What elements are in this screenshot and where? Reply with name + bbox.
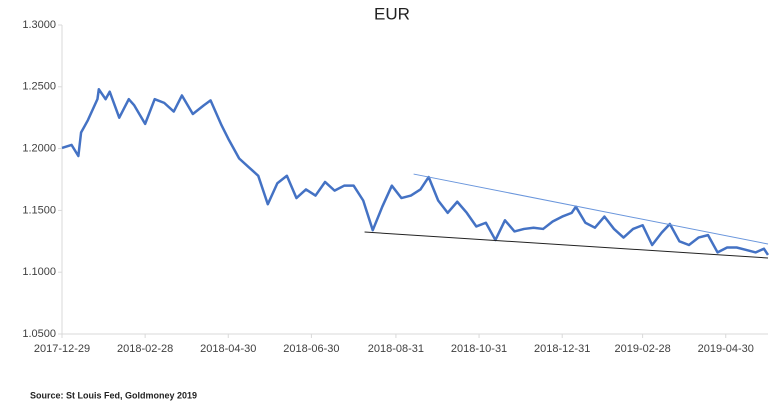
x-tick-label: 2018-02-28 — [117, 343, 173, 355]
x-tick-label: 2017-12-29 — [34, 343, 90, 355]
y-tick-label: 1.1000 — [22, 266, 56, 278]
x-tick-label: 2019-04-30 — [698, 343, 754, 355]
x-tick-label: 2019-02-28 — [614, 343, 670, 355]
source-note: Source: St Louis Fed, Goldmoney 2019 — [30, 390, 197, 400]
x-tick-label: 2018-12-31 — [534, 343, 590, 355]
y-tick-label: 1.2500 — [22, 81, 56, 93]
y-tick-label: 1.1500 — [22, 204, 56, 216]
y-tick-label: 1.2000 — [22, 143, 56, 155]
y-tick-label: 1.3000 — [22, 19, 56, 31]
trend-line — [364, 231, 769, 259]
y-tick-label: 1.0500 — [22, 328, 56, 340]
x-tick-label: 2018-06-30 — [283, 343, 339, 355]
x-tick-label: 2018-08-31 — [368, 343, 424, 355]
data-line — [61, 88, 770, 256]
x-tick-label: 2018-10-31 — [451, 343, 507, 355]
x-tick-label: 2018-04-30 — [200, 343, 256, 355]
trend-line — [413, 173, 769, 245]
chart-title: EUR — [374, 4, 410, 23]
